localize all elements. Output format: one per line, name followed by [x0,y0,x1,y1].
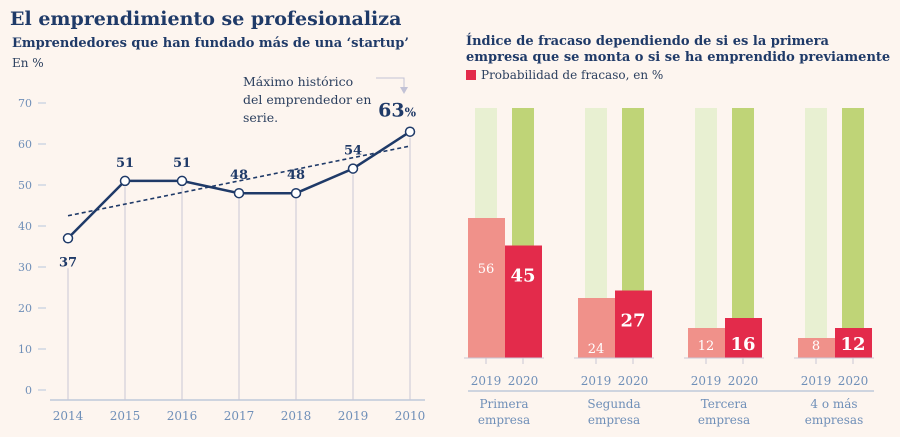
data-label: 37 [59,255,77,270]
background-bar-2019 [695,108,717,358]
x-tick-label: 2020 [728,374,759,388]
bar-value-label: 24 [588,342,605,357]
bar-2019 [688,328,725,358]
y-tick-label: 30 [18,261,32,274]
bar-value-label: 12 [840,334,865,355]
bar-2020 [835,328,872,358]
category-label: Primera [479,397,528,411]
category-label: empresa [588,413,640,427]
bar-value-label: 12 [698,339,715,354]
data-label: 51 [173,156,191,171]
annotation-leader [376,77,405,88]
x-tick-label: 2019 [691,374,722,388]
x-tick-label: 2016 [167,409,198,423]
x-tick-label: 2015 [110,409,141,423]
bar-2019 [798,338,835,358]
category-label: empresas [805,413,863,427]
data-label: 63% [378,100,416,122]
data-label: 51 [116,156,134,171]
x-tick-label: 2010 [395,409,426,423]
x-tick-label: 2017 [224,409,255,423]
bar-2020 [725,318,762,358]
y-tick-label: 20 [18,302,32,315]
category-label: empresa [698,413,750,427]
data-point [176,175,188,187]
data-label-suffix: % [405,106,417,120]
background-bar-2020 [842,108,864,358]
data-label: 48 [287,168,305,183]
y-tick-label: 70 [18,97,32,110]
data-point [290,187,302,199]
bar-2019 [578,298,615,358]
data-point [347,163,359,174]
x-tick-label: 2019 [338,409,369,423]
legend-swatch [466,70,476,80]
data-point [119,175,131,187]
bar-chart-header: Índice de fracaso dependiendo de si es l… [466,34,894,83]
y-tick-label: 50 [18,179,32,192]
y-tick-label: 60 [18,138,32,151]
data-label: 54 [344,144,362,159]
bar-value-label: 27 [620,311,645,332]
max-annotation: Máximo histórico del emprendedor en seri… [243,74,372,125]
line-chart-title: Emprendedores que han fundado más de una… [12,36,409,51]
main-title: El emprendimiento se profesionaliza [10,8,402,30]
y-tick-label: 40 [18,220,32,233]
category-label: 4 o más [810,397,857,411]
bar-2020 [505,245,542,358]
background-bar-2019 [585,108,607,358]
category-label: empresa [478,413,530,427]
x-tick-label: 2018 [281,409,312,423]
bar-value-label: 8 [812,339,820,354]
data-label-value: 63 [378,100,404,122]
bar-chart-title: Índice de fracaso dependiendo de si es l… [466,34,891,65]
x-tick-label: 2020 [508,374,539,388]
legend-label: Probabilidad de fracaso, en % [481,68,664,82]
annotation-arrow-icon [400,87,408,94]
bar-2020 [615,290,652,358]
background-bar-2019 [805,108,827,358]
bar-legend: Probabilidad de fracaso, en % [466,68,894,83]
category-label: Tercera [701,397,748,411]
background-bar-2020 [732,108,754,358]
bar-2019 [468,218,505,358]
x-tick-label: 2020 [618,374,649,388]
y-tick-label: 10 [18,343,32,356]
data-point [233,187,245,199]
data-point [404,126,416,137]
data-point [62,233,74,244]
data-label: 48 [230,168,248,183]
x-tick-label: 2020 [838,374,869,388]
x-tick-label: 2019 [471,374,502,388]
x-tick-label: 2014 [53,409,84,423]
bar-value-label: 56 [478,262,495,277]
trend-line [67,145,411,217]
bar-value-label: 16 [730,334,755,355]
bar-value-label: 45 [510,266,535,287]
category-label: Segunda [587,397,640,411]
x-tick-label: 2019 [581,374,612,388]
line-chart-unit: En % [12,56,44,70]
y-tick-label: 0 [25,384,32,397]
x-tick-label: 2019 [801,374,832,388]
